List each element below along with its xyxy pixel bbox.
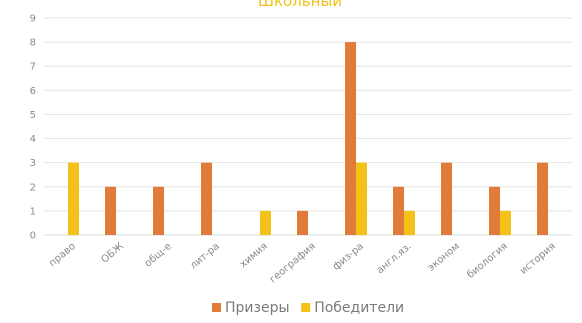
- bar-prizers-5: [297, 210, 308, 235]
- x-tick-label: эконом: [426, 241, 462, 274]
- chart-title: Школьный: [258, 0, 342, 10]
- y-axis: 0 1 2 3 4 5 6 7 8 9: [30, 14, 36, 242]
- bar-winners-0: [68, 162, 79, 235]
- bar-winners-6: [356, 162, 367, 235]
- bar-prizers-9: [489, 186, 500, 235]
- bar-prizers-3: [201, 162, 212, 235]
- legend-label: Победители: [314, 300, 404, 316]
- y-tick-label: 3: [30, 158, 36, 169]
- y-tick-label: 7: [30, 62, 36, 73]
- y-tick-label: 2: [30, 182, 36, 193]
- bar-prizers-10: [537, 162, 548, 235]
- bar-prizers-6: [345, 42, 356, 235]
- x-tick-label: англ.яз.: [375, 241, 414, 276]
- x-tick-label: физ-ра: [331, 241, 366, 273]
- y-tick-label: 6: [30, 86, 36, 97]
- bars: [68, 42, 548, 235]
- legend-label: Призеры: [225, 300, 290, 316]
- y-tick-label: 1: [30, 206, 36, 217]
- bar-prizers-8: [441, 162, 452, 235]
- bar-winners-4: [260, 210, 271, 235]
- bar-winners-7: [404, 210, 415, 235]
- x-tick-label: общ-е: [143, 241, 174, 270]
- bar-prizers-2: [153, 186, 164, 235]
- bar-winners-9: [500, 210, 511, 235]
- y-tick-label: 4: [30, 134, 36, 145]
- x-tick-label: история: [518, 241, 558, 277]
- x-tick-label: лит-ра: [188, 241, 222, 272]
- gridlines: [44, 17, 572, 236]
- x-tick-label: право: [47, 241, 78, 269]
- legend-swatch: [212, 303, 221, 312]
- bar-prizers-7: [393, 186, 404, 235]
- x-tick-label: география: [268, 241, 318, 286]
- y-tick-label: 8: [30, 38, 36, 49]
- bar-prizers-1: [105, 186, 116, 235]
- y-tick-label: 0: [30, 231, 36, 242]
- y-tick-label: 9: [30, 14, 36, 25]
- x-tick-label: биология: [465, 241, 510, 281]
- x-tick-label: ОБЖ: [99, 241, 126, 266]
- legend-swatch: [301, 303, 311, 312]
- x-tick-label: химия: [238, 241, 270, 270]
- y-tick-label: 5: [30, 110, 36, 121]
- legend: Призеры Победители: [212, 300, 404, 316]
